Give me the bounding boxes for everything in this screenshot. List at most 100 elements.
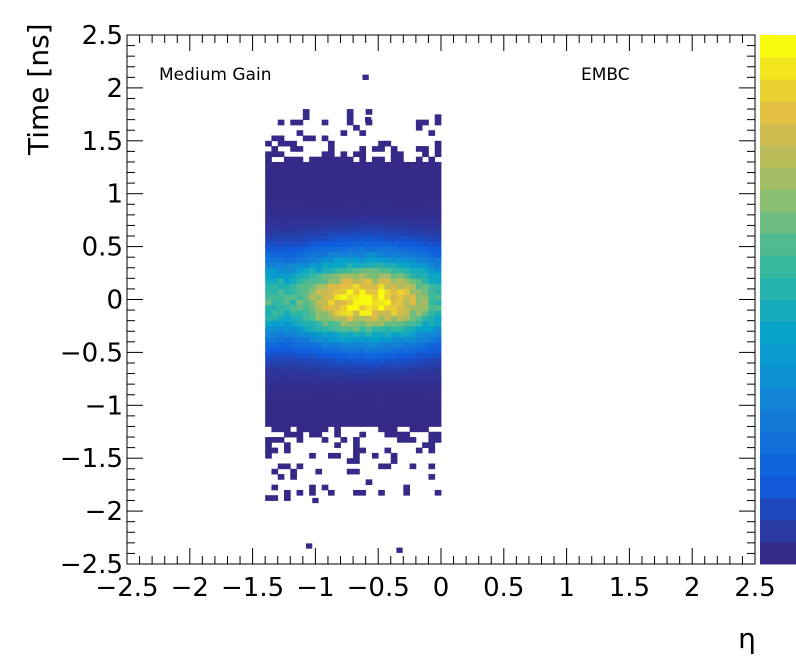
heatmap-cell [384, 373, 392, 380]
heatmap-cell [290, 177, 297, 184]
heatmap-cell [353, 421, 360, 427]
heatmap-cell [334, 225, 341, 232]
heatmap-cell [309, 172, 316, 179]
heatmap-cell [296, 167, 304, 173]
heatmap-cell [284, 368, 291, 374]
heatmap-cell [327, 394, 335, 401]
heatmap-cell [371, 236, 379, 242]
heatmap-cell [415, 156, 423, 163]
heatmap-cell [415, 167, 423, 173]
heatmap-cell [284, 204, 291, 210]
heatmap-cell [277, 273, 285, 279]
heatmap-cell [302, 378, 310, 385]
heatmap-cell [302, 384, 310, 390]
heatmap-cell [265, 236, 272, 242]
heatmap-cell [290, 362, 297, 369]
heatmap-cell [397, 177, 404, 184]
heatmap-cell [277, 209, 285, 216]
heatmap-cell [384, 362, 392, 369]
heatmap-cell [390, 161, 398, 168]
heatmap-cell [359, 352, 367, 359]
heatmap-cell [434, 384, 442, 390]
heatmap-cell [284, 362, 291, 369]
heatmap-cell [434, 246, 442, 253]
heatmap-cell [434, 373, 442, 380]
heatmap-cell [422, 273, 429, 279]
heatmap-cell [365, 389, 373, 396]
heatmap-cell [327, 198, 335, 205]
heatmap-cell [415, 119, 423, 126]
heatmap-cell [277, 172, 285, 179]
heatmap-cell [327, 262, 335, 269]
heatmap-cell [403, 336, 410, 343]
heatmap-cell [353, 246, 360, 253]
heatmap-cell [271, 426, 279, 433]
heatmap-cell [378, 421, 385, 427]
heatmap-cell [302, 193, 310, 200]
heatmap-cell [415, 410, 423, 417]
heatmap-cell [403, 394, 410, 401]
heatmap-cell [390, 394, 398, 401]
heatmap-cell [422, 331, 429, 337]
heatmap-cell [422, 172, 429, 179]
heatmap-cell [397, 236, 404, 242]
heatmap-cell [409, 357, 417, 364]
heatmap-cell [271, 225, 279, 232]
heatmap-cell [321, 198, 329, 205]
heatmap-cell [296, 257, 304, 263]
heatmap-cell [365, 246, 373, 253]
heatmap-cell [434, 310, 442, 316]
heatmap-cell [321, 426, 329, 433]
heatmap-cell [434, 405, 442, 411]
heatmap-cell [403, 389, 410, 396]
heatmap-cell [340, 421, 348, 427]
heatmap-cell [371, 304, 379, 311]
heatmap-cell [334, 426, 341, 433]
heatmap-cell [346, 251, 354, 258]
heatmap-cell [302, 320, 310, 327]
heatmap-cell [340, 304, 348, 311]
heatmap-cell [371, 394, 379, 401]
heatmap-cell [290, 299, 297, 306]
heatmap-cell [428, 325, 436, 332]
heatmap-cell [415, 357, 423, 364]
heatmap-cell [290, 267, 297, 274]
heatmap-cell [415, 225, 423, 232]
heatmap-cell [371, 257, 379, 263]
heatmap-cell [296, 288, 304, 295]
heatmap-cell [422, 394, 429, 401]
heatmap-cell [359, 146, 367, 152]
heatmap-cell [340, 209, 348, 216]
heatmap-cell [284, 220, 291, 226]
heatmap-cell [265, 241, 272, 247]
heatmap-cell [327, 357, 335, 364]
heatmap-cell [390, 458, 398, 464]
heatmap-cell [384, 352, 392, 359]
heatmap-cell [271, 198, 279, 205]
heatmap-cell [290, 172, 297, 179]
heatmap-cell [409, 384, 417, 390]
heatmap-cell [277, 437, 285, 443]
heatmap-cell [415, 405, 423, 411]
heatmap-cell [284, 331, 291, 337]
heatmap-cell [296, 193, 304, 200]
heatmap-cell [284, 299, 291, 306]
heatmap-cell [309, 394, 316, 401]
heatmap-cell [290, 325, 297, 332]
heatmap-cell [353, 183, 360, 189]
heatmap-cell [384, 167, 392, 173]
heatmap-cell [340, 368, 348, 374]
heatmap-cell [384, 347, 392, 353]
heatmap-cell [359, 198, 367, 205]
heatmap-cell [365, 320, 373, 327]
heatmap-cell [434, 262, 442, 269]
heatmap-cell [296, 463, 304, 470]
heatmap-cell [415, 172, 423, 179]
heatmap-cell [409, 220, 417, 226]
heatmap-cell [296, 214, 304, 221]
heatmap-cell [284, 283, 291, 290]
heatmap-cell [384, 188, 392, 195]
heatmap-cell [384, 431, 392, 438]
heatmap-cell [409, 225, 417, 232]
heatmap-cell [290, 394, 297, 401]
